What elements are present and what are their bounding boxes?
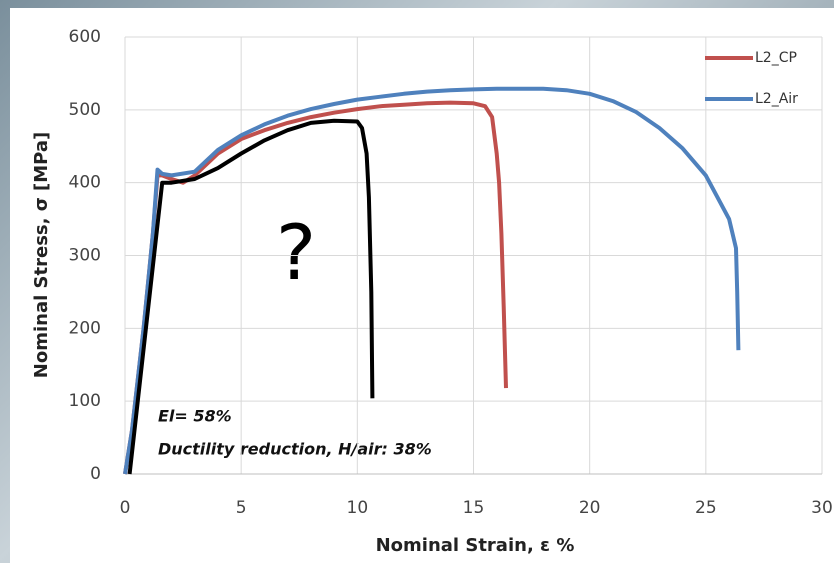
annotation: ? xyxy=(276,208,316,297)
x-tick-label: 20 xyxy=(579,498,601,518)
y-tick-label: 0 xyxy=(90,464,101,484)
y-tick-label: 600 xyxy=(69,27,101,47)
y-tick-label: 500 xyxy=(69,100,101,120)
series-line xyxy=(127,118,375,475)
series-line xyxy=(123,100,508,475)
y-axis-title: Nominal Stress, σ [MPa] xyxy=(31,132,52,378)
annotation: Ductility reduction, H/air: 38% xyxy=(158,440,432,459)
x-tick-label: 25 xyxy=(695,498,717,518)
x-axis-title: Nominal Strain, ε % xyxy=(376,535,575,556)
annotation: El= 58% xyxy=(158,407,232,426)
legend-label: L2_CP xyxy=(755,50,797,66)
series-line xyxy=(123,86,741,475)
y-tick-label: 300 xyxy=(69,246,101,266)
x-tick-label: 10 xyxy=(347,498,369,518)
x-tick-label: 15 xyxy=(463,498,485,518)
legend-label: L2_Air xyxy=(755,91,798,107)
x-tick-label: 30 xyxy=(811,498,833,518)
y-tick-label: 100 xyxy=(69,391,101,411)
y-tick-label: 200 xyxy=(69,318,101,338)
y-tick-label: 400 xyxy=(69,173,101,193)
x-tick-label: 0 xyxy=(120,498,131,518)
x-tick-label: 5 xyxy=(236,498,247,518)
